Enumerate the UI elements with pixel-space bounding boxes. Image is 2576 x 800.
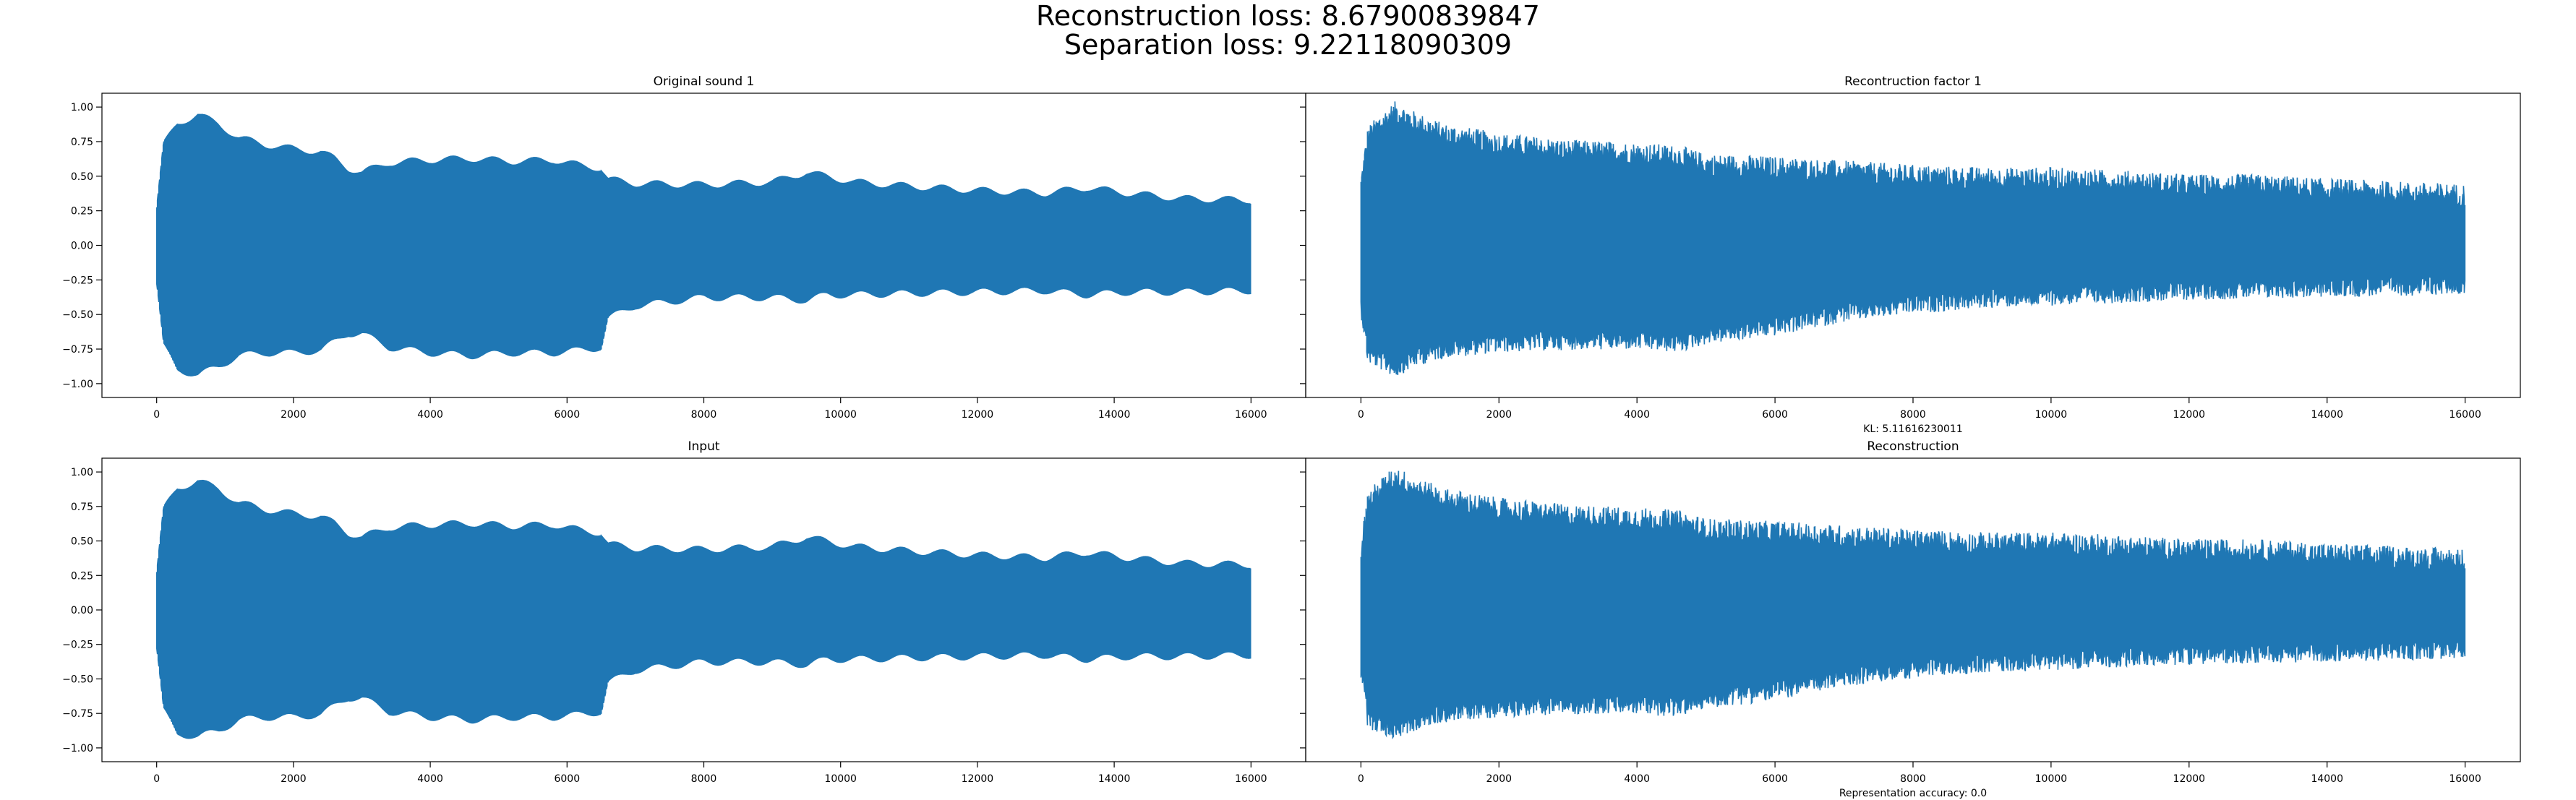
y-tick-label: 0.00 xyxy=(71,241,93,252)
y-tick-label: −0.25 xyxy=(62,640,93,651)
y-tick-label: −0.50 xyxy=(62,309,93,321)
x-tick-label: 0 xyxy=(153,409,160,421)
waveform-series-1 xyxy=(155,479,1251,739)
waveform-series-1 xyxy=(155,113,1251,377)
x-tick-label: 14000 xyxy=(1098,773,1131,785)
subplot-title: Recontruction factor 1 xyxy=(1844,74,1982,89)
figure-suptitle-line1: Reconstruction loss: 8.67900839847 xyxy=(1036,0,1540,32)
x-tick-label: 12000 xyxy=(2173,773,2206,785)
subplot-4: 0 2000 4000 6000 8000 10000 12000 14000 16000 Rec… xyxy=(1300,439,2521,799)
x-tick-label: 8000 xyxy=(691,409,717,421)
x-tick-label: 4000 xyxy=(1624,409,1650,421)
x-axis-label: Representation accuracy: 0.0 xyxy=(1839,788,1987,799)
y-tick-label: 0.50 xyxy=(71,536,93,548)
y-tick-label: 0.25 xyxy=(71,206,93,218)
x-tick-label: 0 xyxy=(153,773,160,785)
x-tick-label: 6000 xyxy=(554,409,580,421)
x-tick-label: 10000 xyxy=(824,409,857,421)
x-tick-label: 12000 xyxy=(2173,409,2206,421)
y-tick-label: 0.50 xyxy=(71,171,93,183)
x-tick-label: 2000 xyxy=(281,773,307,785)
x-tick-label: 14000 xyxy=(2311,409,2343,421)
x-tick-label: 12000 xyxy=(962,409,994,421)
subplot-title: Input xyxy=(688,439,719,454)
x-tick-label: 6000 xyxy=(1762,409,1788,421)
x-tick-label: 16000 xyxy=(2449,773,2481,785)
x-tick-label: 14000 xyxy=(2311,773,2343,785)
subplot-3: 0 2000 4000 6000 8000 10000 12000 14000 16000 −1.… xyxy=(62,439,1306,785)
x-tick-label: 10000 xyxy=(824,773,857,785)
y-tick-label: −0.25 xyxy=(62,275,93,286)
x-tick-label: 10000 xyxy=(2035,409,2068,421)
y-tick-label: −0.50 xyxy=(62,674,93,685)
x-tick-label: 2000 xyxy=(281,409,307,421)
y-tick-label: −1.00 xyxy=(62,743,93,754)
y-tick-label: 0.75 xyxy=(71,502,93,513)
x-tick-label: 4000 xyxy=(417,409,443,421)
y-tick-label: 1.00 xyxy=(71,467,93,478)
y-tick-label: 0.75 xyxy=(71,137,93,148)
x-tick-label: 6000 xyxy=(554,773,580,785)
y-tick-label: −0.75 xyxy=(62,708,93,720)
x-tick-label: 14000 xyxy=(1098,409,1131,421)
subplot-title: Reconstruction xyxy=(1867,439,1959,454)
x-tick-label: 12000 xyxy=(962,773,994,785)
x-tick-label: 16000 xyxy=(2449,409,2481,421)
x-tick-label: 16000 xyxy=(1235,409,1267,421)
figure-suptitle-line2: Separation loss: 9.22118090309 xyxy=(1064,29,1512,61)
x-tick-label: 0 xyxy=(1358,773,1364,785)
x-tick-label: 4000 xyxy=(417,773,443,785)
waveform-series-1 xyxy=(1360,101,2466,376)
x-tick-label: 4000 xyxy=(1624,773,1650,785)
x-tick-label: 8000 xyxy=(691,773,717,785)
x-tick-label: 16000 xyxy=(1235,773,1267,785)
y-tick-label: 0.25 xyxy=(71,570,93,582)
y-tick-label: −0.75 xyxy=(62,344,93,356)
subplot-2: 0 2000 4000 6000 8000 10000 12000 14000 16000 Rec… xyxy=(1300,74,2521,435)
y-tick-label: −1.00 xyxy=(62,379,93,390)
y-tick-label: 1.00 xyxy=(71,102,93,113)
y-tick-label: 0.00 xyxy=(71,605,93,616)
x-tick-label: 2000 xyxy=(1486,409,1512,421)
waveform-series-1 xyxy=(1360,470,2466,740)
x-tick-label: 10000 xyxy=(2035,773,2068,785)
x-tick-label: 8000 xyxy=(1900,773,1926,785)
x-tick-label: 2000 xyxy=(1486,773,1512,785)
subplot-1: 0 2000 4000 6000 8000 10000 12000 14000 16000 −1.… xyxy=(62,74,1306,421)
x-axis-label: KL: 5.11616230011 xyxy=(1863,423,1962,435)
x-tick-label: 8000 xyxy=(1900,409,1926,421)
x-tick-label: 0 xyxy=(1358,409,1364,421)
subplot-title: Original sound 1 xyxy=(654,74,755,89)
x-tick-label: 6000 xyxy=(1762,773,1788,785)
